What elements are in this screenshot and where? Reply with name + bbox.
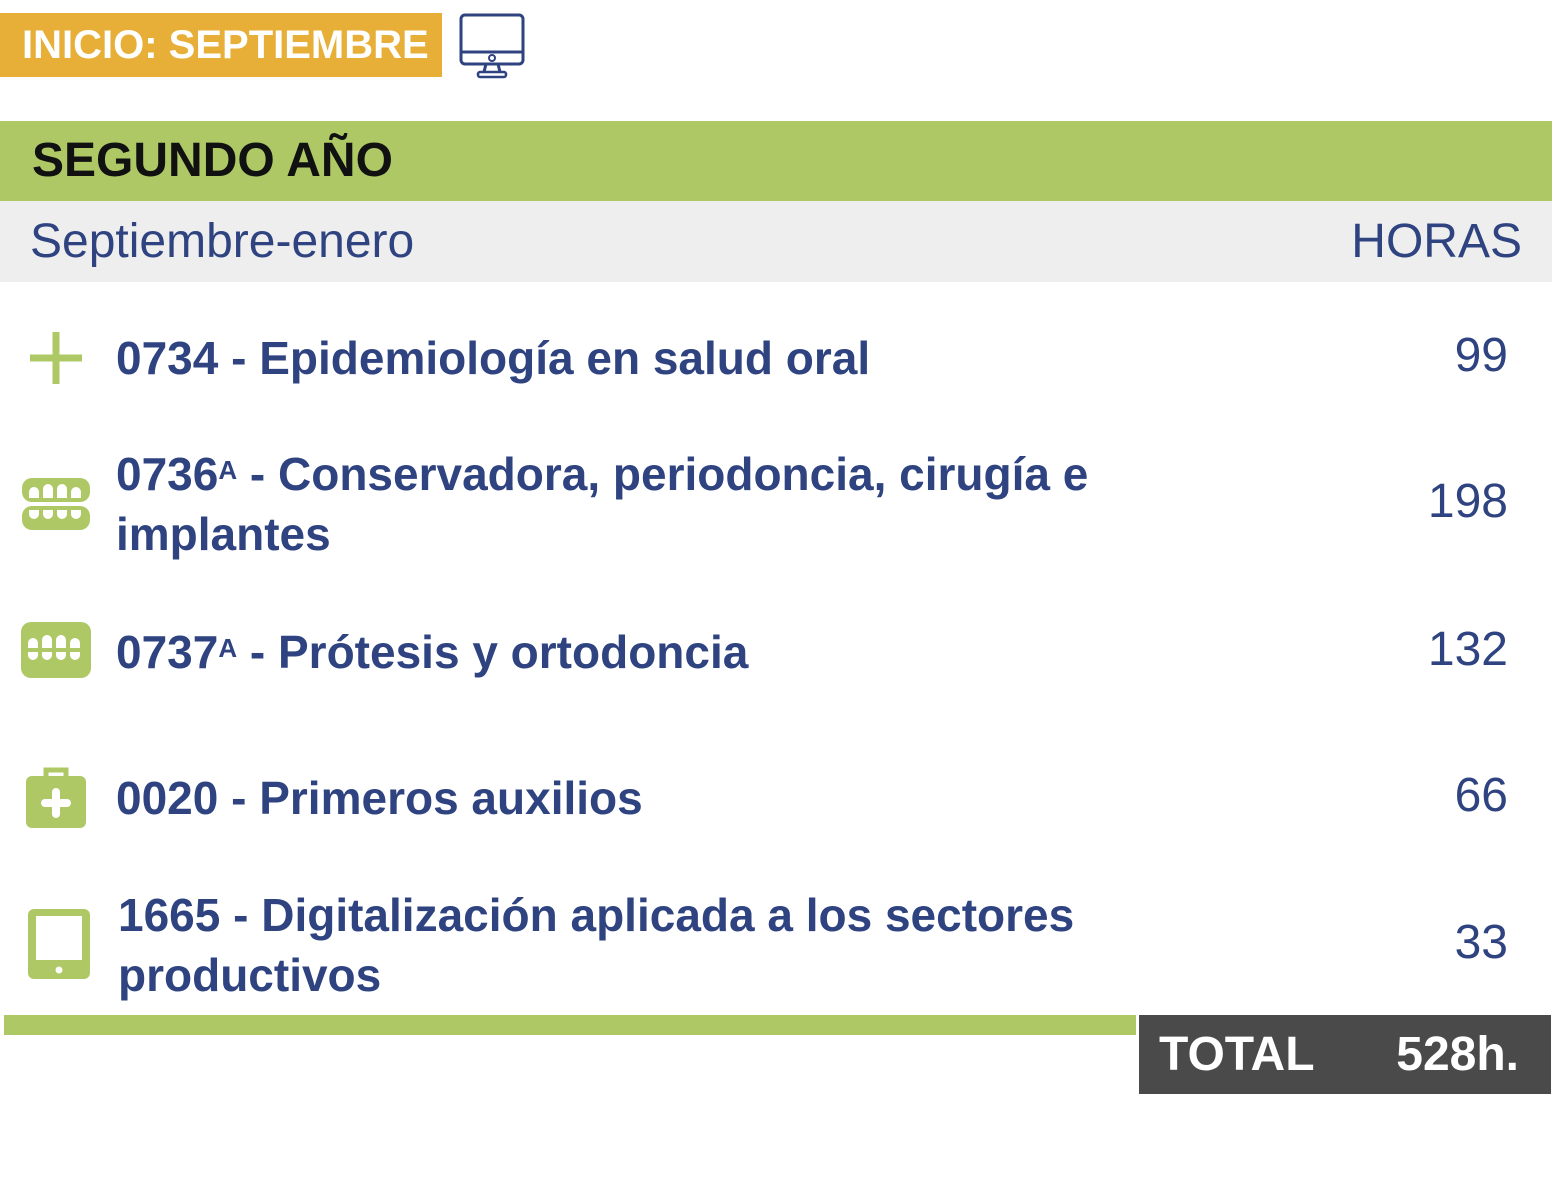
total-label: TOTAL <box>1159 1028 1315 1081</box>
module-hours: 66 <box>1454 769 1508 822</box>
teeth-open-icon <box>22 478 90 530</box>
module-row: 0736A - Conservadora, periodoncia, cirug… <box>0 444 1552 564</box>
teeth-closed-icon <box>21 622 91 678</box>
first-aid-kit-icon <box>26 767 86 828</box>
module-row: 0737A - Prótesis y ortodoncia 132 <box>0 622 1552 682</box>
year-header: SEGUNDO AÑO <box>0 121 1552 201</box>
module-row: 1665 - Digitalización aplicada a los sec… <box>0 885 1552 1005</box>
hours-column-header: HORAS <box>1351 215 1522 268</box>
module-row: 0020 - Primeros auxilios 66 <box>0 767 1552 828</box>
total-box: TOTAL 528h. <box>1139 1015 1551 1094</box>
module-hours: 99 <box>1454 329 1508 382</box>
year-title: SEGUNDO AÑO <box>32 134 393 187</box>
total-value: 528h. <box>1396 1028 1519 1081</box>
plus-icon <box>30 332 82 384</box>
desktop-monitor-icon <box>459 13 525 79</box>
start-date-badge: INICIO: SEPTIEMBRE <box>0 13 442 77</box>
tablet-icon <box>28 909 90 979</box>
period-label: Septiembre-enero <box>30 215 415 268</box>
module-title: 0734 - Epidemiología en salud oral <box>116 332 871 384</box>
module-title: 0736A - Conservadora, periodoncia, cirug… <box>116 448 1089 560</box>
module-hours: 198 <box>1427 475 1508 528</box>
total-divider <box>4 1015 1136 1035</box>
module-hours: 33 <box>1454 916 1508 969</box>
period-header: Septiembre-enero HORAS <box>0 201 1552 282</box>
module-row: 0734 - Epidemiología en salud oral 99 <box>0 328 1552 388</box>
module-hours: 132 <box>1427 623 1508 676</box>
module-title: 1665 - Digitalización aplicada a los sec… <box>118 889 1075 1001</box>
module-title: 0020 - Primeros auxilios <box>116 772 643 824</box>
module-title: 0737A - Prótesis y ortodoncia <box>116 626 749 678</box>
